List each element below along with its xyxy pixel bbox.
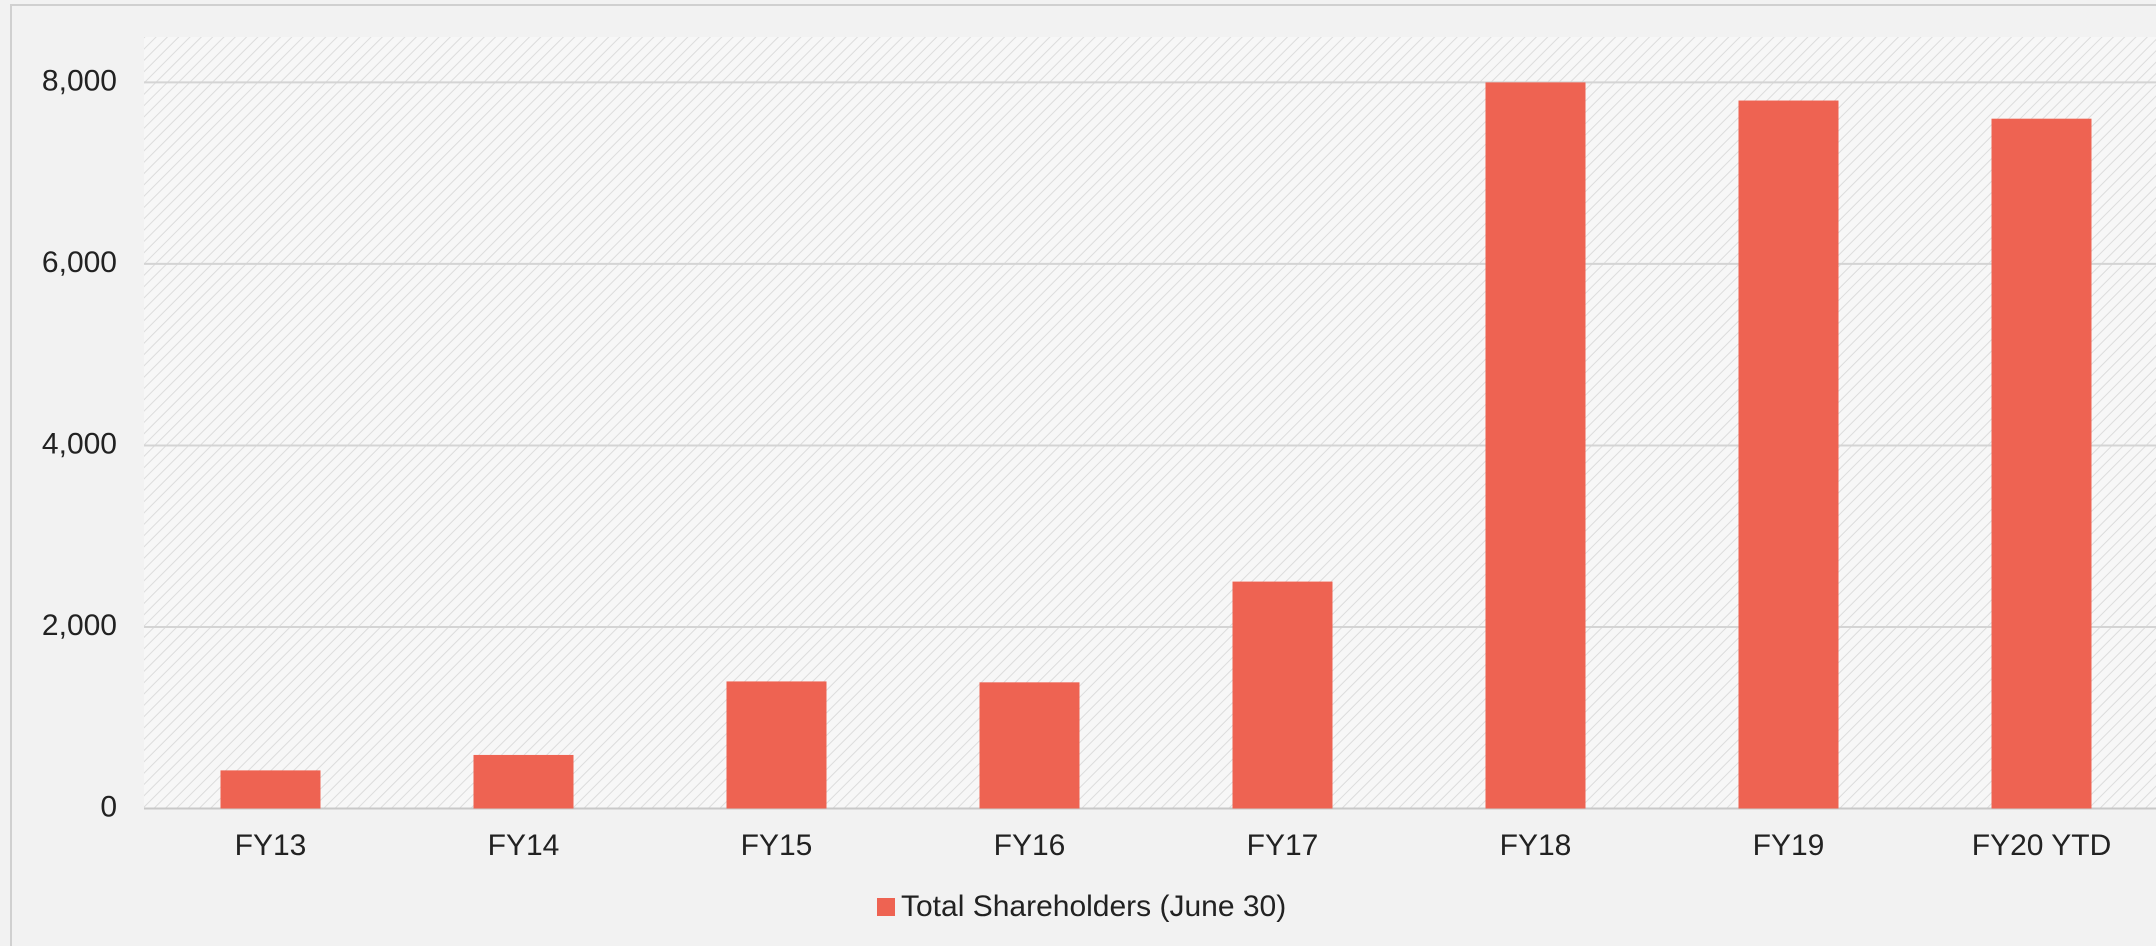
x-tick-label: FY14 <box>488 829 560 862</box>
x-tick-label: FY13 <box>235 829 307 862</box>
bar <box>220 770 321 809</box>
plot-area <box>144 37 2156 809</box>
chart-border <box>10 4 2156 946</box>
bar <box>1485 82 1586 809</box>
legend-swatch <box>877 898 895 916</box>
y-tick-label: 4,000 <box>42 427 117 460</box>
bar <box>979 682 1080 809</box>
x-tick-label: FY18 <box>1500 829 1572 862</box>
bar <box>1738 100 1839 809</box>
y-tick-label: 6,000 <box>42 246 117 279</box>
x-tick-label: FY16 <box>994 829 1066 862</box>
y-tick-label: 8,000 <box>42 64 117 97</box>
x-tick-label: FY19 <box>1753 829 1825 862</box>
bar <box>473 754 574 809</box>
bar <box>1991 118 2092 809</box>
bar <box>1232 581 1333 809</box>
x-tick-label: FY20 YTD <box>1972 829 2112 862</box>
y-tick-label: 0 <box>100 790 117 823</box>
y-tick-label: 2,000 <box>42 609 117 642</box>
x-tick-label: FY15 <box>741 829 813 862</box>
x-tick-label: FY17 <box>1247 829 1319 862</box>
bar <box>726 681 827 809</box>
legend-label: Total Shareholders (June 30) <box>901 890 1286 923</box>
